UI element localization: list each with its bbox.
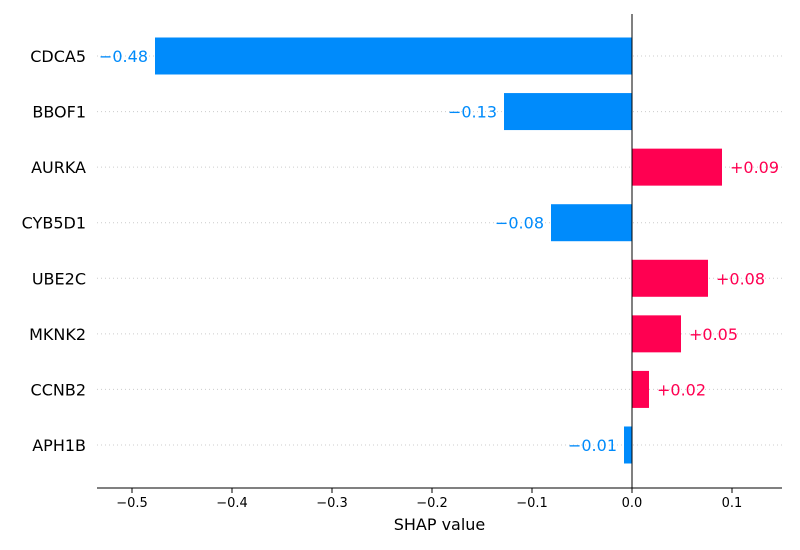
y-tick-label-mknk2: MKNK2 (29, 325, 86, 344)
bars (155, 37, 722, 464)
bar-aurka (632, 148, 722, 186)
value-label-aph1b: −0.01 (568, 436, 617, 455)
value-label-ccnb2: +0.02 (657, 380, 706, 399)
x-tick-label: 0.0 (622, 496, 643, 511)
value-label-bbof1: −0.13 (448, 103, 497, 122)
bar-ccnb2 (632, 370, 649, 408)
y-tick-label-ccnb2: CCNB2 (31, 380, 86, 399)
value-labels: −0.48 −0.13 +0.09 −0.08 +0.08 +0.05 +0.02 −0.01 (99, 47, 779, 455)
bar-mknk2 (632, 315, 681, 353)
value-label-cyb5d1: −0.08 (495, 214, 544, 233)
x-tick-label: 0.1 (722, 496, 743, 511)
x-tick-label: −0.4 (216, 496, 248, 511)
value-label-cdca5: −0.48 (99, 47, 148, 66)
y-tick-label-aph1b: APH1B (32, 436, 86, 455)
value-label-mknk2: +0.05 (689, 325, 738, 344)
value-label-aurka: +0.09 (730, 158, 779, 177)
bar-ube2c (632, 259, 708, 297)
x-tick-label: −0.5 (116, 496, 148, 511)
y-tick-label-bbof1: BBOF1 (32, 103, 86, 122)
bar-cdca5 (155, 37, 632, 75)
bar-aph1b (624, 426, 632, 464)
x-tick-label: −0.1 (516, 496, 548, 511)
y-tick-label-aurka: AURKA (31, 158, 86, 177)
bar-cyb5d1 (551, 204, 632, 242)
x-tick-label: −0.3 (316, 496, 348, 511)
y-tick-label-ube2c: UBE2C (32, 269, 86, 288)
y-tick-labels: CDCA5 BBOF1 AURKA CYB5D1 UBE2C MKNK2 CCNB2 APH1… (22, 47, 86, 455)
value-label-ube2c: +0.08 (716, 269, 765, 288)
y-tick-label-cdca5: CDCA5 (30, 47, 86, 66)
y-tick-label-cyb5d1: CYB5D1 (22, 214, 86, 233)
x-ticks: −0.5 −0.4 −0.3 −0.2 −0.1 0.0 0.1 (116, 488, 742, 511)
x-axis-label: SHAP value (394, 515, 486, 534)
bar-bbof1 (504, 93, 632, 131)
x-tick-label: −0.2 (416, 496, 448, 511)
